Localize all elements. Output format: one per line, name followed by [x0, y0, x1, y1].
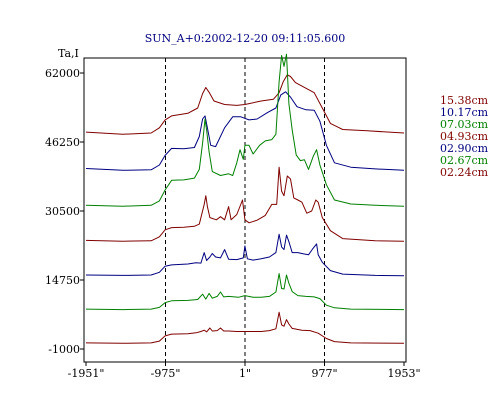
reference-lines [165, 58, 325, 362]
y-ticks: 62000 46250 30500 14750 -1000 [45, 67, 84, 356]
legend-entry-1: 15.38cm [440, 94, 489, 107]
chart-title: SUN_A+0:2002-12-20 09:11:05.600 [145, 32, 346, 45]
series-line-2 [85, 91, 405, 171]
x-tick-label: 1" [239, 367, 251, 380]
legend: 15.38cm10.17cm07.03cm04.93cm02.90cm02.67… [440, 94, 489, 179]
y-tick-label: -1000 [48, 343, 80, 356]
x-tick-label: 977" [311, 367, 337, 380]
x-ticks: -1951" -975" 1" 977" 1953" [68, 362, 421, 380]
legend-entry-5: 02.90cm [440, 142, 489, 155]
series-line-6 [85, 273, 405, 311]
y-axis-label: Ta,I [58, 47, 79, 60]
series-group [85, 53, 405, 344]
x-tick-label: -1951" [68, 367, 105, 380]
y-tick-label: 30500 [45, 205, 80, 218]
legend-entry-3: 07.03cm [440, 118, 489, 131]
legend-entry-7: 02.24cm [440, 166, 489, 179]
y-tick-label: 46250 [45, 136, 80, 149]
legend-entry-6: 02.67cm [440, 154, 489, 167]
y-tick-label: 14750 [45, 274, 80, 287]
series-line-7 [85, 311, 405, 344]
x-tick-label: -975" [151, 367, 181, 380]
series-line-4 [85, 166, 405, 242]
series-line-3 [85, 53, 405, 207]
series-line-1 [85, 74, 405, 135]
x-tick-label: 1953" [387, 367, 420, 380]
legend-entry-2: 10.17cm [440, 106, 489, 119]
legend-entry-4: 04.93cm [440, 130, 489, 143]
series-line-5 [85, 233, 405, 277]
y-tick-label: 62000 [45, 67, 80, 80]
